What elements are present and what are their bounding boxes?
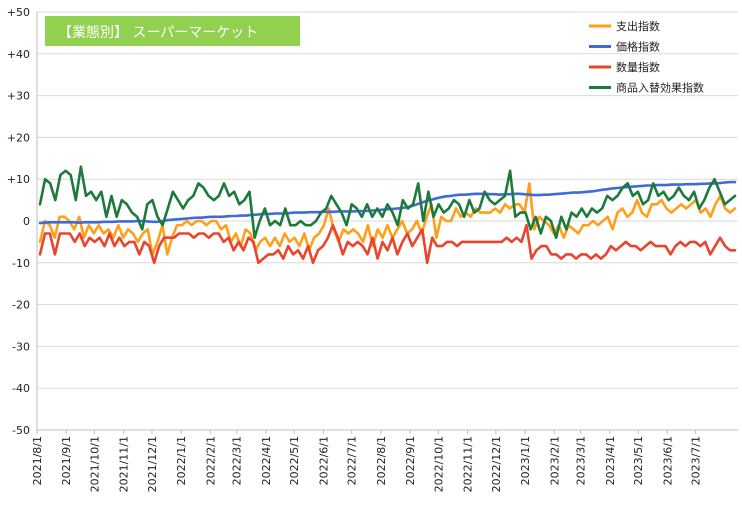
legend-label: 価格指数 xyxy=(616,40,660,54)
x-tick-label: 2023/6/1 xyxy=(661,436,674,485)
chart-title-text: 【業態別】 スーパーマーケット xyxy=(58,25,258,41)
y-tick-label: -30 xyxy=(12,340,30,353)
y-tick-label: 0 xyxy=(23,215,30,228)
x-tick-label: 2021/10/1 xyxy=(88,436,101,492)
x-tick-label: 2021/11/1 xyxy=(118,436,131,492)
y-tick-label: +20 xyxy=(7,131,30,144)
x-tick-label: 2023/4/1 xyxy=(604,436,617,485)
x-tick-label: 2022/8/1 xyxy=(375,436,388,485)
y-tick-label: +10 xyxy=(7,173,30,186)
x-tick-label: 2022/6/1 xyxy=(317,436,330,485)
x-tick-label: 2021/8/1 xyxy=(31,436,44,485)
y-tick-label: -40 xyxy=(12,382,30,395)
y-tick-label: +30 xyxy=(7,90,30,103)
x-axis: 2021/8/1 2021/9/1 2021/10/1 2021/11/1 2021/1… xyxy=(31,430,703,492)
y-tick-label: +50 xyxy=(7,6,30,19)
chart-title: 【業態別】 スーパーマーケット xyxy=(45,16,300,46)
series-line xyxy=(38,180,737,225)
y-tick-label: +40 xyxy=(7,48,30,61)
x-tick-label: 2022/5/1 xyxy=(288,436,301,485)
series-line xyxy=(38,165,737,239)
x-tick-label: 2023/3/1 xyxy=(575,436,588,485)
x-tick-label: 2023/5/1 xyxy=(632,436,645,485)
x-tick-label: 2022/4/1 xyxy=(260,436,273,485)
legend-label: 数量指数 xyxy=(616,60,660,74)
x-tick-label: 2022/2/1 xyxy=(204,436,217,485)
plot-lines xyxy=(38,165,737,265)
legend-label: 支出指数 xyxy=(616,19,660,33)
x-tick-label: 2022/7/1 xyxy=(346,436,359,485)
y-tick-label: -50 xyxy=(12,424,30,437)
x-tick-label: 2023/7/1 xyxy=(690,436,703,485)
series-line xyxy=(38,182,737,256)
x-tick-label: 2022/1/1 xyxy=(175,436,188,485)
y-axis: -50 -40 -30 -20 -10 0 +10 +20 +30 +40 +50 xyxy=(7,6,30,437)
legend-label: 商品入替効果指数 xyxy=(616,81,704,95)
x-tick-label: 2022/3/1 xyxy=(231,436,244,485)
x-tick-label: 2022/10/1 xyxy=(432,436,445,492)
x-tick-label: 2022/12/1 xyxy=(490,436,503,492)
y-tick-label: -20 xyxy=(12,299,30,312)
chart-title-box xyxy=(45,16,300,46)
x-tick-label: 2021/9/1 xyxy=(60,436,73,485)
x-tick-label: 2021/12/1 xyxy=(146,436,159,492)
x-tick-label: 2022/11/1 xyxy=(462,436,475,492)
x-tick-label: 2022/9/1 xyxy=(404,436,417,485)
y-tick-label: -10 xyxy=(12,257,30,270)
x-tick-label: 2023/2/1 xyxy=(548,436,561,485)
x-tick-label: 2023/1/1 xyxy=(519,436,532,485)
series-line xyxy=(38,223,737,265)
